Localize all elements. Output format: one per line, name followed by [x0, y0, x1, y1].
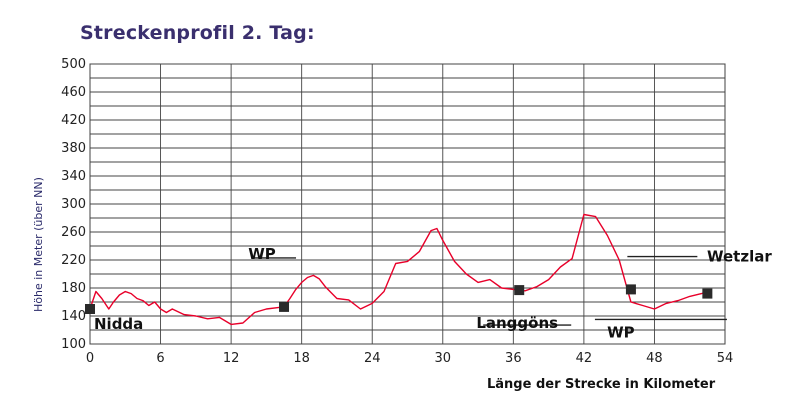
y-axis-label: Höhe in Meter (über NN): [32, 177, 45, 312]
waypoint-marker: [279, 301, 290, 312]
x-tick-label: 6: [156, 351, 164, 366]
x-tick-label: 24: [364, 351, 381, 366]
x-tick-label: 36: [505, 351, 522, 366]
y-tick-label: 100: [61, 337, 86, 352]
y-tick-label: 460: [61, 85, 86, 100]
y-tick-label: 500: [61, 57, 86, 72]
y-tick-labels: 100 140 180 220 260 300 340 380 420 460 500: [61, 57, 86, 352]
y-tick-label: 260: [61, 225, 86, 240]
waypoint-marker: [702, 288, 713, 299]
y-tick-label: 180: [61, 281, 86, 296]
x-axis-label: Länge der Strecke in Kilometer: [487, 377, 716, 392]
x-tick-label: 30: [435, 351, 452, 366]
x-tick-label: 42: [576, 351, 593, 366]
y-tick-label: 340: [61, 169, 86, 184]
markers: [85, 284, 713, 314]
x-tick-label: 12: [223, 351, 240, 366]
waypoint-marker: [85, 304, 95, 314]
annotation-label: Wetzlar: [707, 248, 772, 266]
y-tick-label: 140: [61, 309, 86, 324]
annotation-label: Langgöns: [476, 314, 558, 332]
annotation-label: Nidda: [94, 315, 143, 333]
annotations: Nidda WP Langgöns WP Wetzlar: [94, 245, 772, 342]
page-title: Streckenprofil 2. Tag:: [80, 22, 315, 44]
x-tick-labels: 0 6 12 18 24 30 36 42 48 54: [86, 351, 733, 366]
y-tick-label: 420: [61, 113, 86, 128]
x-tick-label: 18: [293, 351, 310, 366]
series-group: [89, 213, 708, 326]
y-tick-label: 300: [61, 197, 86, 212]
annotation-label: WP: [248, 245, 276, 263]
grid: [89, 63, 726, 345]
x-tick-label: 54: [717, 351, 734, 366]
elevation-line: [89, 213, 708, 326]
annotation-label: WP: [607, 323, 635, 341]
y-tick-label: 380: [61, 141, 86, 156]
y-tick-label: 220: [61, 253, 86, 268]
waypoint-marker: [514, 285, 525, 296]
x-tick-label: 0: [86, 351, 94, 366]
waypoint-marker: [625, 284, 636, 295]
x-tick-label: 48: [646, 351, 663, 366]
